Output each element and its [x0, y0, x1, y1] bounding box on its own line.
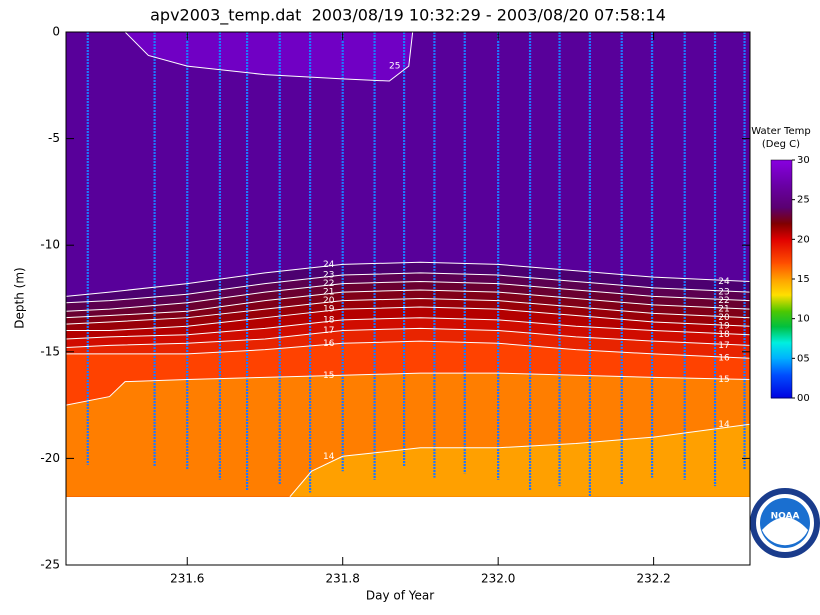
colorbar-segment	[771, 294, 792, 312]
contour-label: 18	[323, 315, 335, 325]
colorbar-segment	[771, 326, 792, 343]
contour-label: 23	[323, 271, 334, 281]
contour-line	[66, 306, 750, 331]
contour-label: 22	[718, 296, 729, 306]
colorbar-segment	[771, 207, 792, 224]
contour-label: 17	[718, 341, 729, 351]
colorbar-tick-label: 25	[797, 195, 810, 206]
contour-line	[66, 317, 750, 340]
contour-label: 21	[323, 288, 334, 298]
x-tick-label: 232.2	[636, 572, 670, 586]
x-tick-label: 231.8	[326, 572, 360, 586]
colorbar-title: Water Temp	[751, 126, 810, 137]
contour-line	[66, 289, 750, 319]
colorbar-tick-label: 20	[797, 234, 810, 245]
contour-line	[66, 340, 750, 359]
x-tick-label: 232.0	[481, 572, 515, 586]
colorbar-tick-label: 30	[797, 155, 810, 166]
x-axis-label: Day of Year	[366, 589, 434, 603]
contour-label: 16	[718, 354, 730, 364]
colorbar-tick-label: 10	[797, 314, 810, 325]
contour-line	[66, 297, 750, 325]
contour-label: 21	[718, 305, 729, 315]
logo: NOAA	[750, 488, 820, 558]
y-tick-label: -25	[40, 558, 60, 572]
contour-label: 17	[323, 326, 334, 336]
contour-line	[66, 280, 750, 312]
colorbar-tick-label: 00	[797, 393, 810, 404]
contour-label: 14	[323, 452, 335, 462]
y-tick-label: -20	[40, 451, 60, 465]
contour-label: 14	[718, 420, 730, 430]
colorbar-segment	[771, 279, 792, 296]
contour-line	[66, 372, 750, 406]
contour-line	[124, 32, 414, 82]
y-tick-label: 0	[52, 25, 60, 39]
y-tick-label: -10	[40, 238, 60, 252]
contour-line	[66, 272, 750, 304]
contour-label: 22	[323, 279, 334, 289]
contour-label: 16	[323, 339, 335, 349]
plot-frame	[65, 31, 751, 566]
y-tick-label: -5	[48, 131, 60, 145]
colorbar-segment	[771, 239, 792, 264]
contour-band	[125, 32, 413, 82]
colorbar-segment	[771, 263, 792, 280]
colorbar-segment	[771, 160, 792, 185]
contour-label: 18	[718, 330, 730, 340]
logo-wave	[762, 517, 808, 546]
contour-label: 23	[718, 288, 729, 298]
contour-label: 19	[323, 305, 335, 315]
contour-label: 24	[718, 277, 730, 287]
colorbar-title: (Deg C)	[762, 139, 800, 150]
plot-area: 2524242323222221212020191918181717161615…	[66, 32, 750, 498]
colorbar-segment	[771, 183, 792, 209]
colorbar-segment	[771, 310, 792, 328]
colorbar-segment	[771, 342, 792, 359]
contour-label: 15	[323, 371, 334, 381]
chart-title: apv2003_temp.dat 2003/08/19 10:32:29 - 2…	[150, 6, 666, 26]
colorbar-segment	[771, 223, 792, 240]
contour-label: 19	[718, 322, 730, 332]
contour-label: 20	[718, 313, 730, 323]
x-tick-label: 231.6	[170, 572, 204, 586]
y-axis-label: Depth (m)	[13, 267, 27, 328]
contour-band	[289, 424, 750, 497]
y-tick-label: -15	[40, 344, 60, 358]
contour-line	[66, 261, 750, 297]
logo-text: NOAA	[771, 512, 800, 522]
contour-label: 25	[389, 62, 400, 72]
colorbar-segment	[771, 374, 792, 399]
colorbar-tick-label: 15	[797, 274, 810, 285]
contour-label: 24	[323, 260, 335, 270]
contour-line	[66, 327, 750, 349]
colorbar-tick-label: 05	[797, 353, 810, 364]
colorbar-segment	[771, 358, 792, 375]
contour-label: 15	[718, 375, 729, 385]
contour-line	[289, 423, 750, 498]
contour-label: 20	[323, 296, 335, 306]
